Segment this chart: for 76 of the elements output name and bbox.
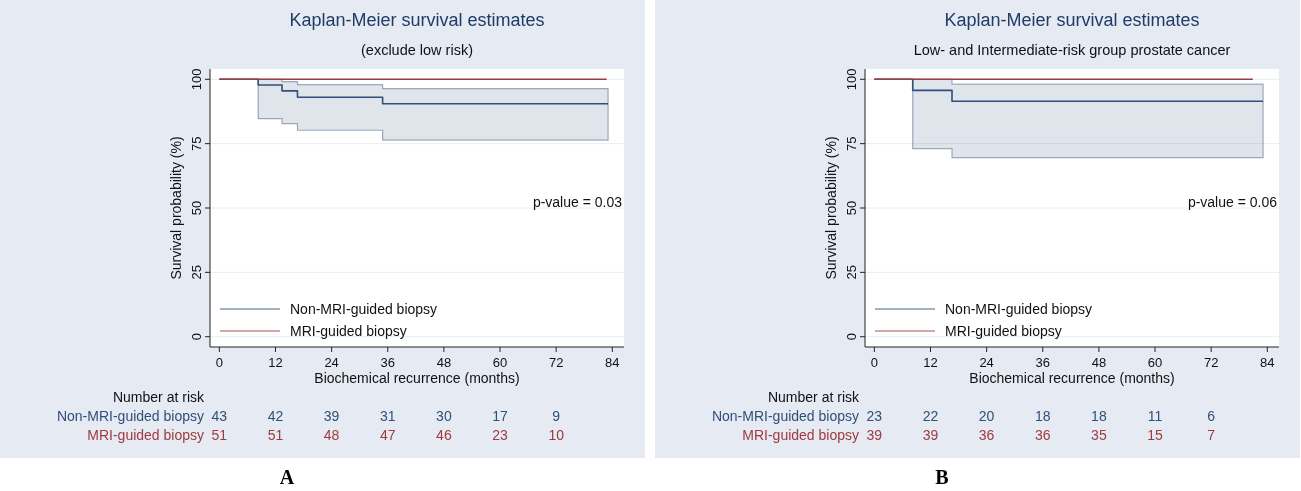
text: B [935, 466, 949, 488]
text: 23 [866, 408, 883, 424]
x-tick-label: 48 [1091, 355, 1107, 370]
y-tick-label: 0 [844, 333, 859, 341]
y-tick-label: 100 [189, 68, 204, 91]
x-tick-label: 84 [605, 355, 620, 370]
x-tick-label: 84 [1260, 355, 1275, 370]
text: 18 [1091, 408, 1107, 424]
x-tick-label: 72 [1203, 355, 1219, 370]
x-tick-label: 12 [268, 355, 283, 370]
text: Number at risk [112, 389, 205, 405]
y-axis-title: Survival probability (%) [168, 136, 184, 280]
y-tick-label: 50 [189, 200, 204, 216]
chart-subtitle: (exclude low risk) [361, 42, 473, 58]
text: 30 [436, 408, 452, 424]
text: 6 [1207, 408, 1216, 424]
y-tick-label: 100 [844, 68, 859, 91]
x-tick-label: 36 [380, 355, 395, 370]
text: 20 [978, 408, 995, 424]
chart-title: Kaplan-Meier survival estimates [289, 10, 545, 30]
text: 35 [1091, 427, 1107, 443]
text: 51 [211, 427, 228, 443]
text: 47 [379, 427, 396, 443]
text: A [279, 466, 295, 488]
text: 7 [1207, 427, 1216, 443]
legend-label: Non-MRI-guided biopsy [290, 301, 438, 317]
legend-label: MRI-guided biopsy [945, 323, 1062, 339]
text: 36 [1034, 427, 1051, 443]
chart-title: Kaplan-Meier survival estimates [944, 10, 1200, 30]
y-tick-label: 50 [844, 200, 859, 216]
text: Number at risk [767, 389, 860, 405]
y-tick-label: 25 [844, 265, 859, 280]
y-axis-title: Survival probability (%) [823, 136, 839, 280]
text: 10 [548, 427, 565, 443]
text: 36 [978, 427, 995, 443]
text: 9 [552, 408, 561, 424]
text: 39 [866, 427, 883, 443]
text: Non-MRI-guided biopsy [56, 408, 204, 424]
x-tick-label: 0 [215, 355, 223, 370]
x-axis-title: Biochemical recurrence (months) [314, 370, 520, 386]
x-tick-label: 24 [979, 355, 994, 370]
text: 42 [267, 408, 284, 424]
text: 39 [922, 427, 939, 443]
x-tick-label: 24 [324, 355, 339, 370]
legend-label: MRI-guided biopsy [290, 323, 407, 339]
text: 11 [1147, 408, 1163, 424]
x-tick-label: 72 [548, 355, 564, 370]
annotation: p-value = 0.06 [1187, 193, 1278, 210]
text: 48 [323, 427, 340, 443]
x-tick-label: 0 [870, 355, 878, 370]
y-tick-label: 75 [844, 136, 859, 151]
x-tick-label: 60 [492, 355, 508, 370]
y-tick-label: 75 [189, 136, 204, 151]
text: MRI-guided biopsy [87, 427, 204, 443]
x-tick-label: 36 [1035, 355, 1050, 370]
text: 23 [492, 427, 509, 443]
y-tick-label: 0 [189, 333, 204, 341]
text: 18 [1034, 408, 1051, 424]
text: MRI-guided biopsy [742, 427, 859, 443]
text: 15 [1147, 427, 1164, 443]
text: 17 [492, 408, 509, 424]
chart-subtitle: Low- and Intermediate-risk group prostate cancer [913, 42, 1231, 58]
text: 43 [211, 408, 228, 424]
annotation: p-value = 0.03 [532, 193, 623, 210]
x-axis-title: Biochemical recurrence (months) [969, 370, 1175, 386]
text: 22 [922, 408, 939, 424]
text: 31 [379, 408, 396, 424]
x-tick-label: 60 [1147, 355, 1163, 370]
text: 51 [267, 427, 284, 443]
x-tick-label: 48 [436, 355, 452, 370]
y-tick-label: 25 [189, 265, 204, 280]
text: Non-MRI-guided biopsy [711, 408, 859, 424]
legend-label: Non-MRI-guided biopsy [945, 301, 1093, 317]
text: 46 [436, 427, 452, 443]
x-tick-label: 12 [923, 355, 938, 370]
text: 39 [323, 408, 340, 424]
